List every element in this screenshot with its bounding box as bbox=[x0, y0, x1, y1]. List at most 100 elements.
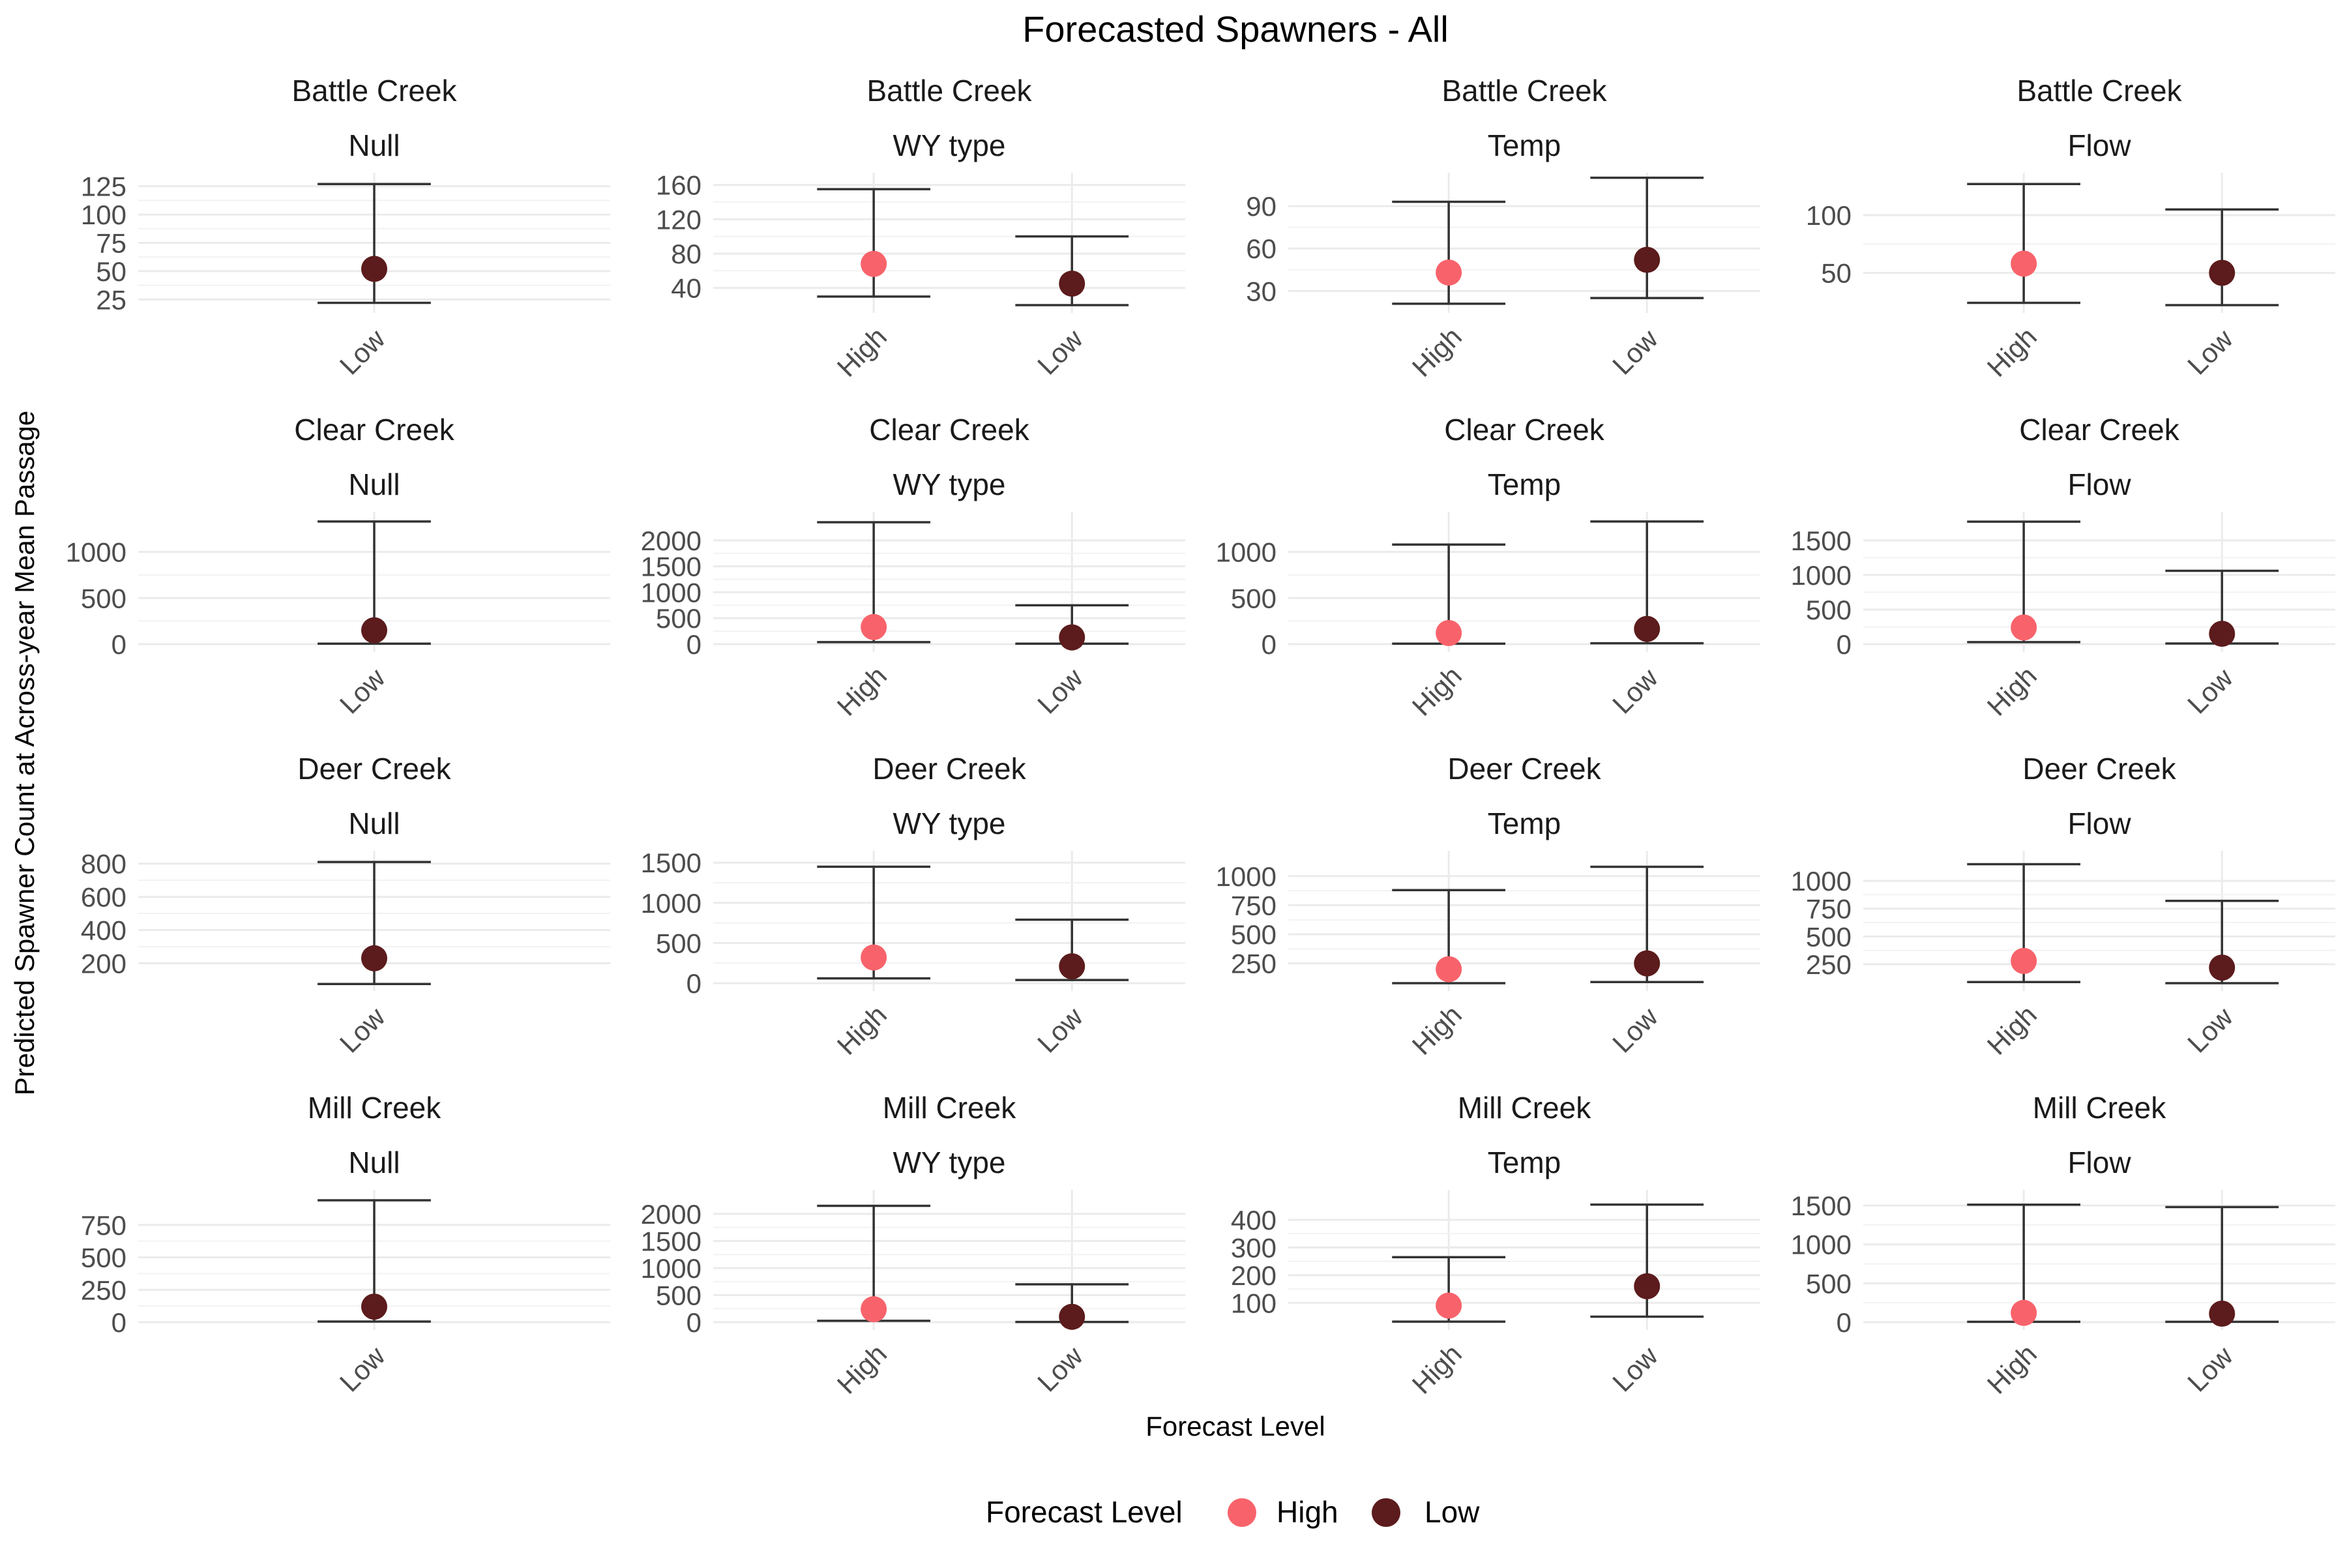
y-tick-label: 125 bbox=[81, 171, 126, 202]
x-tick-label: Low bbox=[1031, 1001, 1089, 1058]
y-tick-label: 1000 bbox=[1216, 537, 1277, 568]
y-tick-label: 1500 bbox=[641, 1226, 701, 1256]
point-high bbox=[1436, 1292, 1462, 1319]
y-tick-label: 0 bbox=[111, 629, 126, 660]
point-high bbox=[2011, 947, 2037, 974]
y-tick-label: 500 bbox=[656, 603, 701, 634]
y-tick-label: 50 bbox=[1821, 258, 1852, 288]
panel-4: Battle Creek Flow 50 100 High Low bbox=[1806, 74, 2335, 383]
y-tick-label: 1000 bbox=[1791, 1230, 1852, 1260]
point-low bbox=[361, 256, 387, 282]
panel-model-label: Null bbox=[348, 1146, 400, 1179]
x-tick-label: Low bbox=[2181, 662, 2239, 719]
point-high bbox=[1436, 956, 1462, 983]
point-low bbox=[2209, 259, 2236, 286]
y-tick-label: 100 bbox=[81, 200, 126, 230]
y-tick-label: 1000 bbox=[66, 537, 126, 568]
point-high bbox=[1436, 620, 1462, 647]
panel-7: Clear Creek Temp 0 500 1000 High Low bbox=[1216, 413, 1760, 722]
y-tick-label: 90 bbox=[1246, 191, 1277, 222]
errorbar-low bbox=[1590, 176, 1704, 299]
point-low bbox=[2209, 621, 2236, 647]
x-tick-label: High bbox=[1406, 660, 1468, 722]
x-tick-label: High bbox=[1981, 321, 2043, 383]
panel-stream-label: Deer Creek bbox=[2022, 752, 2176, 786]
y-tick-label: 500 bbox=[1806, 595, 1852, 625]
legend-key-low bbox=[1372, 1498, 1400, 1527]
panel-3: Battle Creek Temp 30 60 90 High Low bbox=[1246, 74, 1760, 383]
panel-model-label: Null bbox=[348, 806, 400, 840]
y-tick-label: 50 bbox=[96, 256, 126, 287]
y-tick-label: 1000 bbox=[641, 888, 701, 919]
point-low bbox=[1059, 953, 1085, 980]
point-low bbox=[361, 1294, 387, 1320]
point-low bbox=[1634, 615, 1661, 642]
y-tick-label: 0 bbox=[1837, 629, 1852, 660]
x-tick-label: Low bbox=[2181, 1340, 2239, 1397]
point-high bbox=[861, 614, 887, 640]
panel-stream-label: Clear Creek bbox=[869, 413, 1029, 447]
panel-stream-label: Mill Creek bbox=[308, 1091, 441, 1125]
y-tick-label: 25 bbox=[96, 284, 126, 315]
y-tick-label: 40 bbox=[671, 273, 701, 304]
y-tick-label: 500 bbox=[1231, 583, 1277, 614]
panel-model-label: WY type bbox=[893, 467, 1006, 501]
y-tick-label: 300 bbox=[1231, 1232, 1277, 1263]
x-tick-label: High bbox=[1981, 1339, 2043, 1400]
legend-key-high bbox=[1228, 1498, 1256, 1527]
y-tick-label: 500 bbox=[1231, 919, 1277, 950]
panel-stream-label: Mill Creek bbox=[883, 1091, 1016, 1125]
y-tick-label: 80 bbox=[671, 239, 701, 269]
errorbar-low bbox=[317, 183, 431, 304]
point-high bbox=[861, 1296, 887, 1323]
chart-title: Forecasted Spawners - All bbox=[1022, 8, 1449, 50]
y-tick-label: 250 bbox=[1806, 949, 1852, 980]
panel-model-label: Temp bbox=[1488, 467, 1561, 501]
x-tick-label: High bbox=[831, 660, 893, 722]
panel-stream-label: Clear Creek bbox=[1444, 413, 1604, 447]
panel-5: Clear Creek Null 0 500 1000 Low bbox=[66, 413, 610, 720]
x-tick-label: Low bbox=[334, 662, 391, 719]
y-tick-label: 400 bbox=[81, 915, 126, 946]
panel-stream-label: Clear Creek bbox=[294, 413, 454, 447]
x-tick-label: Low bbox=[334, 1001, 391, 1058]
point-high bbox=[861, 250, 887, 277]
y-tick-label: 750 bbox=[1231, 890, 1277, 921]
y-tick-label: 750 bbox=[81, 1210, 126, 1241]
x-tick-label: High bbox=[831, 1339, 893, 1400]
y-tick-label: 100 bbox=[1806, 200, 1852, 231]
x-tick-label: High bbox=[1406, 999, 1468, 1061]
panel-stream-label: Deer Creek bbox=[297, 752, 451, 786]
panel-model-label: Null bbox=[348, 467, 400, 501]
y-tick-label: 1500 bbox=[641, 552, 701, 582]
errorbar-low bbox=[1590, 1203, 1704, 1318]
y-axis-title: Predicted Spawner Count at Across-year M… bbox=[9, 411, 40, 1096]
y-tick-label: 1500 bbox=[641, 848, 701, 878]
y-tick-label: 500 bbox=[656, 1280, 701, 1310]
point-high bbox=[861, 944, 887, 971]
legend-label-high: High bbox=[1277, 1495, 1338, 1529]
legend: Forecast Level High Low bbox=[986, 1495, 1480, 1529]
panel-stream-label: Battle Creek bbox=[1441, 74, 1607, 108]
x-tick-label: Low bbox=[1031, 662, 1089, 719]
panel-model-label: Temp bbox=[1488, 806, 1561, 840]
x-tick-label: High bbox=[831, 999, 893, 1061]
point-low bbox=[1634, 1273, 1661, 1299]
panel-stream-label: Mill Creek bbox=[1458, 1091, 1591, 1125]
x-tick-label: Low bbox=[1606, 323, 1664, 380]
x-tick-label: High bbox=[831, 321, 893, 383]
y-tick-label: 0 bbox=[111, 1307, 126, 1338]
panel-model-label: Flow bbox=[2067, 467, 2131, 501]
x-tick-label: High bbox=[1406, 1339, 1468, 1400]
panel-16: Mill Creek Flow 0 500 1000 1500 High Low bbox=[1791, 1091, 2335, 1400]
point-high bbox=[2011, 614, 2037, 641]
y-tick-label: 0 bbox=[1837, 1307, 1852, 1338]
y-tick-label: 120 bbox=[656, 204, 701, 235]
legend-label-low: Low bbox=[1424, 1495, 1480, 1529]
y-tick-label: 2000 bbox=[641, 525, 701, 556]
